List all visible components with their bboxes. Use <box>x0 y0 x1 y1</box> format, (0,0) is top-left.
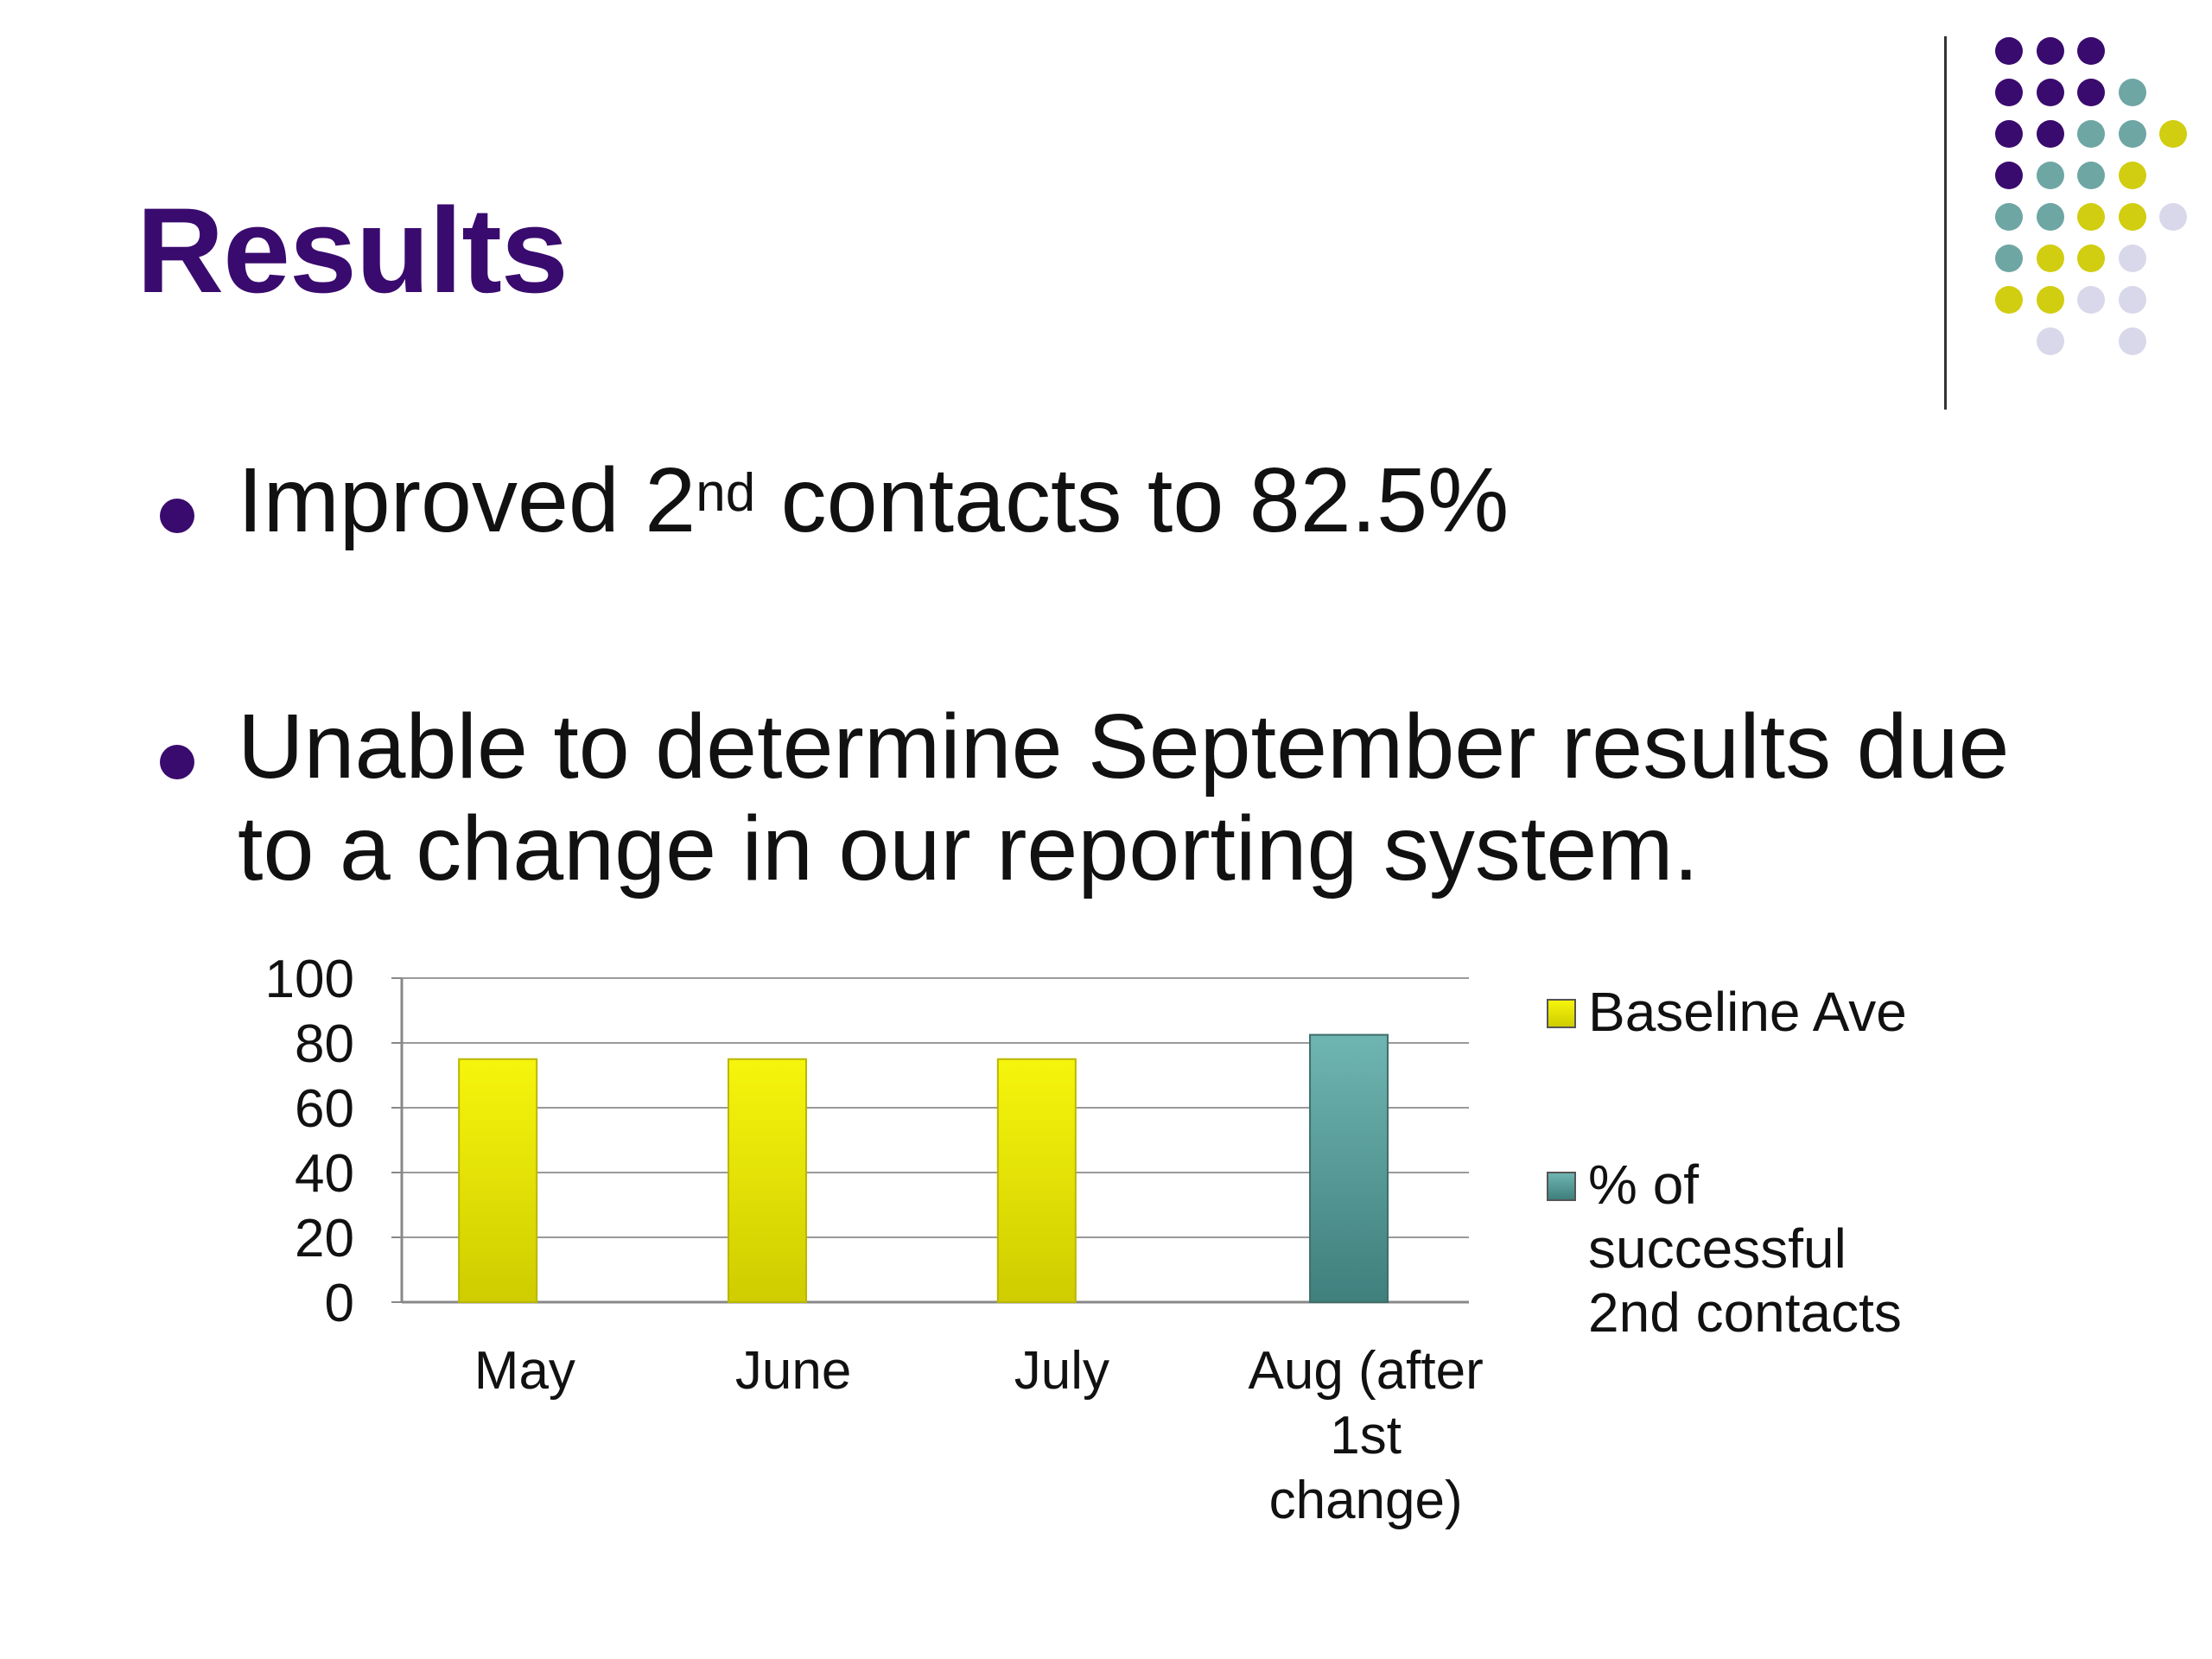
y-tick-label: 80 <box>295 1014 354 1074</box>
x-tick-label: July <box>1014 1341 1109 1401</box>
bullet-2-line-1: Unable to determine September results du… <box>238 696 2010 798</box>
legend-label: Baseline Ave <box>1588 981 1907 1043</box>
bullet-text-1: Improved 2nd contacts to 82.5% <box>238 449 1509 551</box>
x-tick-label: Aug (after <box>1249 1341 1484 1401</box>
bar-successful-2nd-contacts <box>1309 1033 1389 1303</box>
decorative-dot <box>1995 37 2023 65</box>
y-tick-label: 40 <box>295 1144 354 1204</box>
slide-title: Results <box>137 182 569 318</box>
y-tick-label: 60 <box>295 1079 354 1139</box>
x-tick-label: May <box>474 1341 575 1401</box>
legend-swatch <box>1547 1172 1576 1201</box>
legend-label: % of successful 2nd contacts <box>1588 1154 1902 1344</box>
bullet-icon <box>160 499 194 533</box>
decorative-dot <box>2077 120 2105 148</box>
legend-swatch <box>1547 999 1576 1028</box>
decorative-dot <box>2159 120 2187 148</box>
bullet-1-superscript: nd <box>696 463 756 523</box>
decorative-dot <box>2036 162 2064 189</box>
decorative-dot <box>2036 245 2064 272</box>
decorative-dot <box>2036 37 2064 65</box>
decorative-dot <box>1995 162 2023 189</box>
decorative-dot <box>1995 203 2023 231</box>
decorative-dot <box>1995 79 2023 106</box>
bar-baseline-ave <box>727 1058 807 1303</box>
decorative-dot <box>2077 37 2105 65</box>
decorative-dot <box>2077 203 2105 231</box>
decorative-dot <box>1995 120 2023 148</box>
decorative-dot <box>2159 203 2187 231</box>
decorative-dot <box>1995 286 2023 314</box>
bullet-1-after: contacts to 82.5% <box>755 449 1510 551</box>
y-tick-label: 0 <box>325 1274 354 1333</box>
bar-baseline-ave <box>458 1058 538 1303</box>
decorative-dot <box>2118 120 2146 148</box>
x-tick-label: 1st <box>1330 1406 1402 1465</box>
decorative-dot <box>2077 79 2105 106</box>
bullet-2-line-2: to a change in our reporting system. <box>238 798 1700 899</box>
decorative-dot <box>2118 245 2146 272</box>
decorative-dot <box>2036 286 2064 314</box>
title-divider <box>1944 36 1947 410</box>
decorative-dot <box>2118 286 2146 314</box>
decorative-dot <box>2077 162 2105 189</box>
decorative-dot <box>2077 286 2105 314</box>
x-tick-label: change) <box>1269 1471 1463 1530</box>
decorative-dot <box>2077 245 2105 272</box>
decorative-dot <box>2036 120 2064 148</box>
y-tick-label: 20 <box>295 1209 354 1268</box>
decorative-dot <box>2118 79 2146 106</box>
decorative-dot <box>2118 162 2146 189</box>
decorative-dot <box>2118 203 2146 231</box>
decorative-dot <box>2118 327 2146 355</box>
bullet-icon <box>160 745 194 779</box>
x-tick-label: June <box>735 1341 851 1401</box>
bar-baseline-ave <box>996 1058 1077 1303</box>
decorative-dot <box>2036 79 2064 106</box>
y-tick-label: 100 <box>265 950 354 1009</box>
decorative-dot <box>2036 327 2064 355</box>
decorative-dot <box>2036 203 2064 231</box>
decorative-dot <box>1995 245 2023 272</box>
bullet-1-before: Improved 2 <box>238 449 696 551</box>
